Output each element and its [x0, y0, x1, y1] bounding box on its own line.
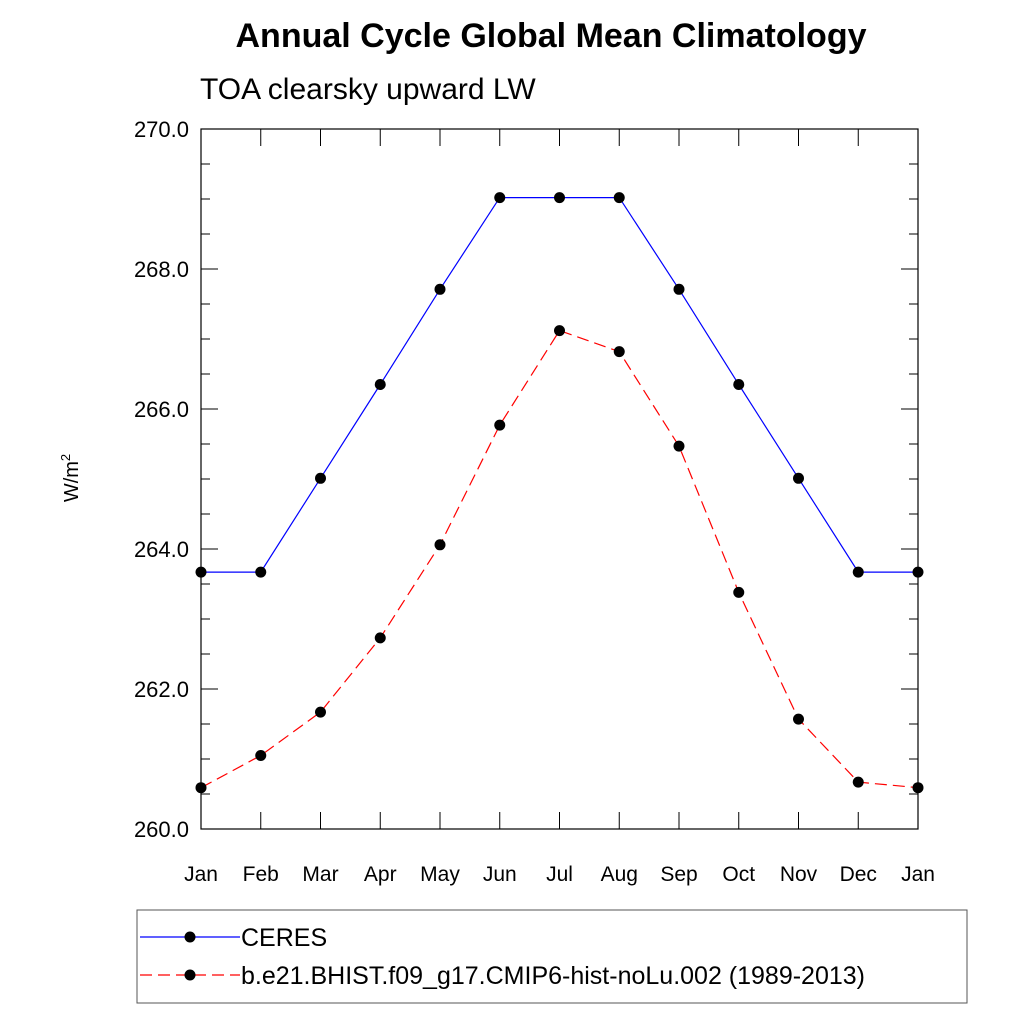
x-tick-label: Jan	[184, 863, 218, 886]
legend-marker	[184, 969, 196, 981]
data-point	[315, 472, 326, 484]
x-tick-label: May	[420, 863, 460, 886]
data-point	[852, 776, 864, 788]
x-tick-label: Nov	[780, 863, 818, 886]
legend-marker	[184, 931, 196, 943]
data-point	[494, 192, 506, 204]
data-point	[374, 379, 386, 390]
y-tick-label: 260.0	[134, 817, 189, 842]
y-axis-label: W/m2	[58, 454, 83, 502]
data-point	[613, 192, 625, 204]
legend-label: b.e21.BHIST.f09_g17.CMIP6-hist-noLu.002 …	[241, 962, 865, 990]
series-line	[201, 197, 918, 573]
data-point	[793, 472, 804, 484]
legend-label: CERES	[241, 924, 327, 952]
y-tick-label: 266.0	[134, 397, 189, 422]
series-0	[195, 192, 924, 578]
series-1	[195, 325, 924, 794]
data-point	[255, 566, 267, 578]
data-point	[673, 440, 685, 452]
data-point	[733, 586, 745, 598]
data-point	[255, 750, 267, 761]
data-point	[494, 419, 506, 431]
legend-box	[136, 909, 968, 1004]
x-tick-label: Jun	[483, 863, 517, 886]
data-point	[315, 706, 326, 718]
data-point	[374, 632, 386, 644]
chart-title: Annual Cycle Global Mean Climatology	[236, 17, 867, 55]
x-tick-label: Oct	[722, 863, 755, 886]
x-tick-label: Feb	[243, 863, 279, 886]
x-tick-label: Jul	[546, 863, 573, 886]
data-point	[852, 566, 864, 578]
x-tick-label: Sep	[660, 863, 697, 886]
plot-frame	[200, 128, 919, 830]
x-tick-label: Jan	[901, 863, 935, 886]
y-tick-label: 264.0	[134, 537, 189, 562]
data-point	[673, 283, 685, 295]
x-tick-label: Dec	[840, 863, 877, 886]
x-tick-label: Aug	[601, 863, 638, 886]
data-point	[733, 379, 745, 390]
legend: CERES b.e21.BHIST.f09_g17.CMIP6-hist-noLu…	[136, 909, 968, 1004]
x-tick-label: Apr	[364, 863, 397, 886]
x-tick-label: Mar	[302, 863, 338, 886]
data-point	[434, 283, 446, 295]
data-point	[554, 325, 565, 337]
data-point	[554, 192, 565, 204]
y-tick-label: 270.0	[134, 117, 189, 142]
y-tick-label: 262.0	[134, 677, 189, 702]
data-point	[434, 539, 446, 551]
y-tick-label: 268.0	[134, 257, 189, 282]
data-point	[613, 346, 625, 358]
series-line	[200, 329, 919, 789]
data-point	[793, 713, 804, 725]
chart-subtitle: TOA clearsky upward LW	[200, 73, 536, 106]
